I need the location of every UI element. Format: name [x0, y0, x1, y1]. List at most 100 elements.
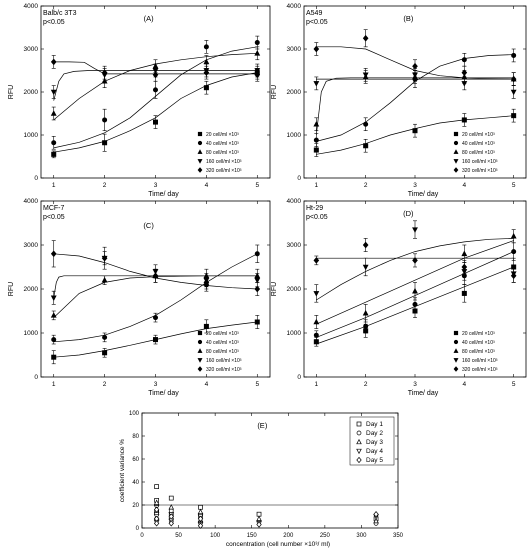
legend-entry: 160 cell/ml ×10³	[462, 159, 498, 165]
legend-marker	[453, 339, 459, 345]
p-value-label: p<0.05	[43, 214, 65, 221]
data-point	[461, 81, 468, 87]
legend-marker	[356, 456, 362, 464]
p-value-label: p<0.05	[306, 214, 328, 221]
data-point	[256, 515, 262, 521]
legend-entry: Day 1	[366, 421, 383, 428]
y-tick-label: 1000	[287, 132, 302, 139]
legend-marker	[453, 358, 459, 363]
x-tick-label: 2	[103, 381, 107, 388]
y-tick-label: 3000	[24, 242, 39, 249]
series-fit-line	[53, 275, 258, 298]
legend-marker	[197, 167, 203, 173]
series-1	[51, 65, 260, 159]
data-point	[152, 272, 159, 280]
y-tick-label: 0	[34, 175, 38, 182]
y-tick-label: 0	[34, 374, 38, 381]
data-point	[373, 511, 379, 518]
legend: Day 1 Day 2 Day 3 Day 4 Day 5	[349, 416, 395, 466]
data-point	[363, 143, 369, 149]
x-tick-label: 1	[52, 381, 56, 388]
data-point	[153, 337, 159, 343]
y-tick-label: 80	[132, 434, 139, 440]
data-point	[51, 140, 57, 146]
cell-line-label: Ht-29	[306, 205, 323, 212]
legend-marker	[356, 421, 362, 427]
x-tick-label: 3	[413, 182, 417, 189]
legend-entry: Day 3	[366, 439, 383, 446]
y-tick-label: 2000	[287, 286, 302, 293]
panel-label: (B)	[403, 14, 414, 23]
data-point	[50, 110, 57, 116]
x-tick-label: 5	[255, 182, 259, 189]
series-2	[51, 244, 260, 345]
data-point	[50, 58, 57, 66]
y-tick-label: 100	[129, 411, 140, 417]
legend: 20 cell/ml ×10³ 40 cell/ml ×10³ 80 cell/ml…	[197, 131, 242, 174]
y-tick-label: 2000	[287, 89, 302, 96]
y-tick-label: 1000	[24, 132, 39, 139]
y-tick-label: 4000	[287, 198, 302, 205]
data-point	[254, 50, 261, 56]
data-point	[256, 511, 262, 517]
data-point	[313, 45, 320, 53]
y-tick-label: 1000	[287, 330, 302, 337]
legend-marker	[197, 330, 203, 336]
x-tick-label: 4	[463, 182, 467, 189]
data-point	[461, 57, 467, 63]
y-tick-label: 2000	[24, 286, 39, 293]
series-4	[153, 505, 379, 528]
data-point	[203, 44, 209, 50]
legend-entry: 160 cell/ml ×10³	[206, 358, 242, 364]
data-point	[203, 58, 210, 65]
chart-panel-b: 0 1000 2000 3000 4000 1 2 3 4 5 Time/ day RFU (B) A54…	[271, 3, 527, 198]
data-point	[412, 128, 418, 134]
legend-entry: 20 cell/ml ×10³	[206, 331, 239, 337]
data-point	[198, 504, 203, 510]
x-tick-label: 1	[315, 182, 319, 189]
x-tick-label: 4	[205, 381, 209, 388]
data-point	[511, 52, 517, 58]
legend-entry: 80 cell/ml ×10³	[206, 349, 239, 355]
x-tick-label: 3	[154, 182, 158, 189]
cell-line-label: MCF-7	[43, 205, 64, 212]
x-tick-label: 2	[364, 182, 368, 189]
y-tick-label: 0	[297, 374, 301, 381]
chart-panel-d: 0 1000 2000 3000 4000 1 2 3 4 5 Time/ day RFU (D) Ht-…	[271, 198, 527, 397]
series-2	[154, 502, 379, 526]
series-fit-line	[315, 77, 514, 136]
data-point	[412, 72, 418, 79]
data-point	[154, 484, 159, 489]
data-point	[510, 89, 517, 96]
y-tick-label: 0	[297, 175, 301, 182]
data-point	[168, 513, 174, 520]
data-point	[461, 263, 468, 271]
data-point	[313, 339, 319, 345]
x-axis-label: concentration (cell number ×10³/ ml)	[226, 541, 330, 548]
series-5	[153, 506, 379, 529]
data-point	[313, 137, 319, 143]
x-axis-label: Time/ day	[148, 191, 179, 198]
legend-marker	[197, 358, 203, 363]
y-tick-label: 4000	[287, 3, 302, 10]
legend-marker	[453, 131, 459, 137]
y-tick-label: 3000	[24, 46, 39, 53]
x-tick-label: 200	[283, 533, 294, 539]
data-point	[461, 117, 467, 123]
data-point	[362, 309, 369, 316]
p-value-label: p<0.05	[306, 19, 328, 26]
data-point	[461, 69, 468, 76]
legend-marker	[197, 348, 203, 353]
y-tick-label: 4000	[24, 198, 39, 205]
x-tick-label: 3	[154, 381, 158, 388]
data-point	[313, 318, 320, 325]
x-tick-label: 250	[320, 533, 331, 539]
p-value-label: p<0.05	[43, 19, 65, 26]
y-tick-label: 0	[136, 526, 140, 532]
data-point	[51, 151, 57, 157]
legend-entry: 320 cell/ml ×10³	[462, 168, 498, 174]
legend-marker	[453, 348, 459, 353]
data-point	[461, 290, 467, 296]
data-point	[203, 279, 210, 286]
plot-frame	[141, 412, 399, 529]
